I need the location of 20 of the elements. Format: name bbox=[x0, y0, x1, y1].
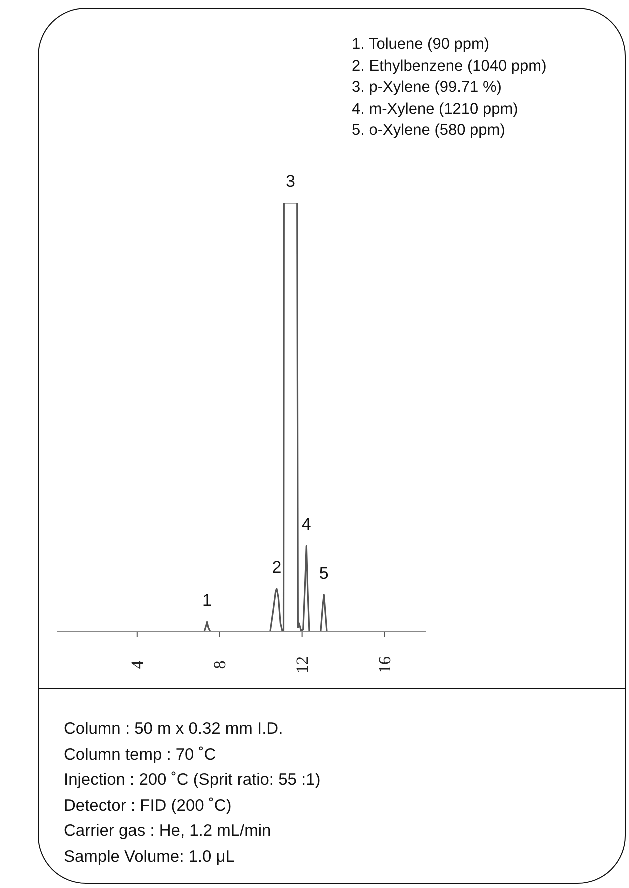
text: Injection : 200 ˚C (Sprit ratio: 55 :1) bbox=[64, 770, 321, 791]
annotation: 1 bbox=[202, 591, 212, 610]
text: 1. Toluene (90 ppm) bbox=[352, 35, 491, 55]
text: 5. o-Xylene (580 ppm) bbox=[352, 121, 506, 141]
text: Sample Volume: 1.0 μL bbox=[64, 846, 236, 868]
x-tick-label: 4 bbox=[128, 660, 147, 670]
x-tick-label: 16 bbox=[375, 656, 394, 674]
text: Column temp : 70 ˚C bbox=[64, 744, 218, 766]
text: 4. m-Xylene (1210 ppm) bbox=[352, 100, 520, 120]
text: Detector : FID (200 ˚C) bbox=[64, 796, 233, 816]
x-tick-label: 12 bbox=[292, 656, 312, 674]
annotation: 5 bbox=[319, 564, 329, 584]
text: Column : 50 m x 0.32 mm I.D. bbox=[64, 719, 284, 740]
x-tick-label: 8 bbox=[210, 660, 230, 670]
text: 3. p-Xylene (99.71 %) bbox=[352, 78, 503, 98]
annotation: 4 bbox=[302, 515, 312, 534]
text: Carrier gas : He, 1.2 mL/min bbox=[64, 821, 272, 842]
text: 2. Ethylbenzene (1040 ppm) bbox=[352, 56, 547, 76]
annotation: 2 bbox=[272, 558, 282, 578]
annotation: 3 bbox=[286, 172, 296, 191]
